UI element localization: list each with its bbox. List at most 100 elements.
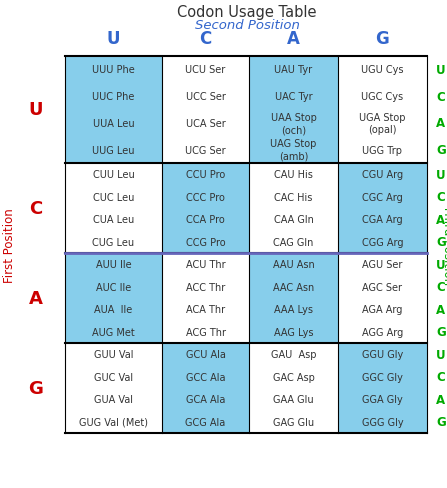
Text: AGU Ser: AGU Ser — [363, 260, 403, 270]
Text: GUG Val (Met): GUG Val (Met) — [79, 417, 148, 427]
Text: AUA  Ile: AUA Ile — [94, 305, 133, 315]
Text: ACA Thr: ACA Thr — [186, 305, 225, 315]
Text: UCA Ser: UCA Ser — [186, 119, 225, 129]
Text: AAC Asn: AAC Asn — [273, 282, 314, 292]
Text: C: C — [437, 281, 445, 294]
Bar — [249, 163, 338, 253]
Text: UGA Stop
(opal): UGA Stop (opal) — [359, 112, 406, 135]
Bar — [249, 253, 338, 343]
Text: UGC Cys: UGC Cys — [362, 92, 404, 102]
Text: CCA Pro: CCA Pro — [186, 215, 225, 225]
Text: U: U — [107, 30, 120, 48]
Text: UCU Ser: UCU Ser — [186, 65, 226, 75]
Text: C: C — [437, 191, 445, 204]
Text: UUA Leu: UUA Leu — [93, 119, 134, 129]
Bar — [162, 343, 249, 433]
Text: U: U — [436, 64, 446, 77]
Text: CGG Arg: CGG Arg — [362, 237, 403, 247]
Text: GGA Gly: GGA Gly — [362, 394, 403, 405]
Text: AUC Ile: AUC Ile — [96, 282, 131, 292]
Text: CGA Arg: CGA Arg — [362, 215, 403, 225]
Text: A: A — [436, 213, 446, 226]
Bar — [338, 57, 427, 163]
Text: AAG Lys: AAG Lys — [274, 327, 313, 337]
Text: UAU Tyr: UAU Tyr — [274, 65, 312, 75]
Text: A: A — [436, 117, 446, 130]
Bar — [338, 253, 427, 343]
Text: C: C — [437, 90, 445, 103]
Bar — [65, 57, 162, 163]
Text: A: A — [436, 393, 446, 406]
Text: CCU Pro: CCU Pro — [186, 170, 225, 180]
Text: GUA Val: GUA Val — [94, 394, 133, 405]
Text: CGC Arg: CGC Arg — [362, 192, 403, 203]
Text: GGU Gly: GGU Gly — [362, 349, 403, 360]
Text: AGC Ser: AGC Ser — [363, 282, 402, 292]
Text: CCC Pro: CCC Pro — [186, 192, 225, 203]
Text: CUU Leu: CUU Leu — [93, 170, 135, 180]
Bar — [65, 163, 162, 253]
Text: AGA Arg: AGA Arg — [363, 305, 403, 315]
Text: C: C — [437, 370, 445, 384]
Text: ACU Thr: ACU Thr — [186, 260, 225, 270]
Text: AUG Met: AUG Met — [92, 327, 135, 337]
Text: GCU Ala: GCU Ala — [186, 349, 225, 360]
Text: U: U — [436, 168, 446, 182]
Text: CUC Leu: CUC Leu — [93, 192, 134, 203]
Text: U: U — [436, 348, 446, 361]
Text: GCG Ala: GCG Ala — [186, 417, 226, 427]
Text: CUA Leu: CUA Leu — [93, 215, 134, 225]
Bar — [338, 163, 427, 253]
Text: CAU His: CAU His — [274, 170, 313, 180]
Text: C: C — [199, 30, 211, 48]
Text: UGU Cys: UGU Cys — [361, 65, 404, 75]
Text: A: A — [29, 289, 43, 307]
Bar — [162, 163, 249, 253]
Text: GAC Asp: GAC Asp — [273, 372, 314, 382]
Text: UUC Phe: UUC Phe — [93, 92, 135, 102]
Text: AUU Ile: AUU Ile — [96, 260, 131, 270]
Text: GAA Glu: GAA Glu — [273, 394, 314, 405]
Bar — [65, 343, 162, 433]
Text: C: C — [30, 200, 42, 218]
Text: UAC Tyr: UAC Tyr — [275, 92, 312, 102]
Text: GGG Gly: GGG Gly — [362, 417, 403, 427]
Text: Codon Usage Table: Codon Usage Table — [177, 5, 317, 20]
Bar — [162, 253, 249, 343]
Bar — [338, 343, 427, 433]
Text: First Position: First Position — [4, 208, 17, 282]
Text: AGG Arg: AGG Arg — [362, 327, 403, 337]
Text: UCG Ser: UCG Ser — [185, 145, 226, 155]
Text: ACC Thr: ACC Thr — [186, 282, 225, 292]
Text: GCA Ala: GCA Ala — [186, 394, 225, 405]
Text: CUG Leu: CUG Leu — [93, 237, 135, 247]
Text: A: A — [436, 303, 446, 316]
Text: U: U — [436, 258, 446, 271]
Text: GUC Val: GUC Val — [94, 372, 133, 382]
Text: UGG Trp: UGG Trp — [363, 145, 402, 155]
Text: UUU Phe: UUU Phe — [92, 65, 135, 75]
Text: ACG Thr: ACG Thr — [186, 327, 225, 337]
Text: G: G — [29, 379, 43, 397]
Text: AAA Lys: AAA Lys — [274, 305, 313, 315]
Text: CAC His: CAC His — [274, 192, 313, 203]
Text: UAA Stop
(och): UAA Stop (och) — [270, 112, 316, 135]
Text: G: G — [436, 236, 446, 249]
Text: UCC Ser: UCC Ser — [186, 92, 225, 102]
Text: GAU  Asp: GAU Asp — [271, 349, 316, 360]
Text: G: G — [436, 415, 446, 428]
Text: GGC Gly: GGC Gly — [362, 372, 403, 382]
Text: GCC Ala: GCC Ala — [186, 372, 225, 382]
Text: G: G — [436, 325, 446, 339]
Text: CAG Gln: CAG Gln — [273, 237, 314, 247]
Bar — [249, 343, 338, 433]
Text: GAG Glu: GAG Glu — [273, 417, 314, 427]
Text: GUU Val: GUU Val — [94, 349, 133, 360]
Text: Second Position: Second Position — [194, 19, 299, 32]
Text: CGU Arg: CGU Arg — [362, 170, 403, 180]
Bar — [162, 57, 249, 163]
Bar — [249, 57, 338, 163]
Text: G: G — [375, 30, 389, 48]
Text: U: U — [29, 102, 43, 119]
Bar — [65, 253, 162, 343]
